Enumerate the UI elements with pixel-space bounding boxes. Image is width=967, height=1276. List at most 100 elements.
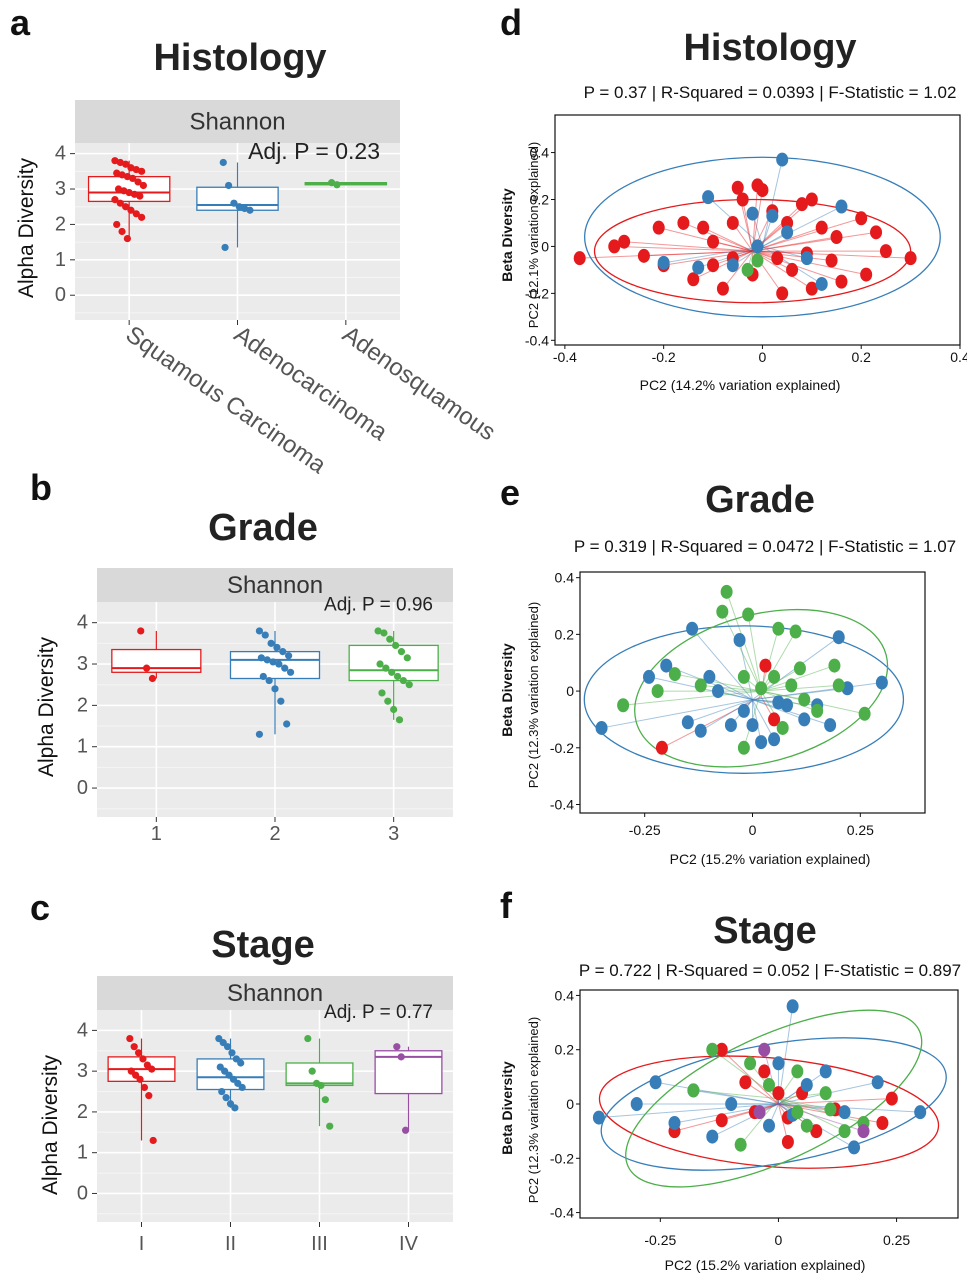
- data-point: [835, 199, 848, 214]
- data-point: [116, 199, 124, 207]
- data-point: [694, 678, 707, 693]
- centroid-spoke: [778, 1098, 864, 1124]
- data-point: [805, 281, 818, 296]
- y-tick-label: 2: [77, 694, 88, 716]
- data-point: [731, 180, 744, 195]
- centroid-spoke: [601, 699, 753, 729]
- stats-subtitle: P = 0.37 | R-Squared = 0.0393 | F-Statis…: [584, 83, 957, 102]
- box-3: [304, 179, 388, 189]
- data-point: [830, 230, 843, 245]
- data-point: [687, 272, 700, 287]
- data-point: [304, 1034, 312, 1043]
- data-point: [386, 635, 394, 643]
- y-tick-label: 0: [77, 777, 88, 799]
- centroid-spoke: [752, 699, 805, 720]
- data-point: [573, 251, 586, 266]
- data-point: [392, 641, 400, 650]
- adj-p-annotation: Adj. P = 0.23: [248, 138, 380, 164]
- data-point: [703, 669, 716, 684]
- data-point: [393, 1043, 401, 1051]
- facet-strip-label: Shannon: [227, 980, 323, 1007]
- data-point: [222, 1094, 230, 1102]
- y-axis-title-bold: Beta Diversity: [499, 643, 515, 737]
- data-point: [225, 181, 233, 190]
- y-tick-label: 0: [55, 284, 66, 306]
- data-point: [694, 723, 707, 738]
- centroid-spoke: [747, 614, 762, 692]
- data-point: [148, 674, 157, 683]
- data-point: [716, 604, 729, 619]
- centroid-spoke: [778, 1098, 845, 1132]
- data-point: [651, 684, 664, 699]
- data-point: [283, 720, 291, 728]
- data-point: [736, 192, 749, 207]
- centroid-spoke: [598, 1103, 779, 1119]
- data-point: [399, 676, 408, 685]
- y-tick-label: 0: [541, 238, 549, 254]
- confidence-ellipse: [583, 156, 941, 318]
- data-point: [608, 239, 621, 254]
- data-point: [800, 1118, 813, 1133]
- data-point: [724, 718, 737, 733]
- panel-letter: f: [500, 885, 513, 926]
- data-point: [805, 192, 818, 207]
- centroid-spoke: [722, 250, 753, 289]
- data-point: [380, 629, 388, 637]
- box-3: [348, 627, 439, 724]
- centroid-spoke: [752, 699, 775, 740]
- data-point: [726, 258, 739, 273]
- data-point: [333, 181, 341, 189]
- data-point: [793, 661, 806, 676]
- data-point: [786, 262, 799, 277]
- data-point: [111, 196, 119, 204]
- data-point: [221, 243, 229, 252]
- data-point: [259, 672, 267, 681]
- data-point: [725, 1097, 738, 1111]
- adj-p-annotation: Adj. P = 0.77: [324, 1002, 433, 1023]
- data-point: [118, 227, 126, 236]
- centroid-spoke: [693, 1089, 779, 1100]
- data-point: [136, 192, 144, 200]
- data-point: [237, 1059, 245, 1067]
- data-point: [384, 697, 392, 705]
- data-point: [855, 211, 868, 226]
- data-point: [811, 703, 824, 718]
- plot-frame: [579, 571, 926, 814]
- data-point: [706, 1042, 719, 1057]
- confidence-ellipse: [634, 608, 889, 768]
- y-tick-label: 0.2: [555, 1042, 575, 1058]
- data-point: [785, 678, 798, 693]
- data-point: [649, 1075, 662, 1090]
- y-tick-label: 4: [55, 143, 66, 165]
- centroid-spoke: [760, 631, 797, 692]
- centroid-spoke: [693, 250, 753, 280]
- data-point: [397, 648, 406, 656]
- centroid-spoke: [760, 665, 835, 692]
- centroid-spoke: [691, 628, 753, 700]
- x-tick-label: IV: [399, 1233, 419, 1255]
- centroid-spoke: [624, 241, 753, 252]
- y-tick-label: -0.2: [550, 1150, 574, 1166]
- data-point: [218, 1087, 226, 1096]
- data-point: [238, 1083, 246, 1092]
- data-point: [824, 718, 837, 733]
- facet-strip: [75, 100, 400, 143]
- centroid-spoke: [752, 687, 848, 701]
- data-point: [756, 183, 769, 198]
- y-tick-label: 0.4: [555, 570, 575, 586]
- stats-subtitle: P = 0.319 | R-Squared = 0.0472 | F-Stati…: [574, 537, 956, 556]
- centroid-spoke: [674, 673, 762, 692]
- data-point: [758, 1064, 771, 1079]
- data-point: [733, 633, 746, 648]
- y-tick-label: 0.2: [555, 626, 575, 642]
- x-tick-label: 0: [759, 349, 767, 365]
- data-point: [755, 735, 768, 750]
- data-point: [286, 668, 295, 676]
- x-tick-label: 1: [151, 823, 162, 845]
- centroid-spoke: [761, 690, 805, 701]
- data-point: [781, 1135, 794, 1149]
- data-point: [798, 712, 811, 727]
- panel-letter: b: [30, 467, 52, 508]
- centroid-spoke: [760, 667, 801, 692]
